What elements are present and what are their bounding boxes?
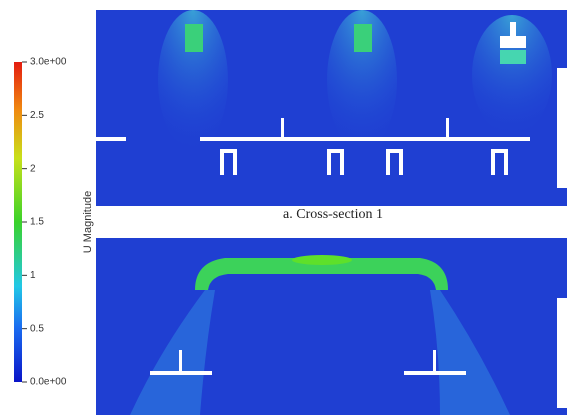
cfd-panel-1 [96,10,567,206]
figure: U Magnitude 0.0e+00 0.5 1 1.5 2 2.5 3.0e+00 a.… [0,0,567,415]
cfd-panel-2 [96,238,567,415]
colorbar [14,62,22,382]
colorbar-tick-label: 1.5 [30,217,44,228]
panel-caption: a. Cross-section 1 [283,207,383,222]
colorbar-tick-label: 0.5 [30,323,44,334]
colorbar-title: U Magnitude [82,191,94,253]
colorbar-tick-label: 3.0e+00 [30,57,67,68]
colorbar-tick-label: 2.5 [30,110,44,121]
colorbar-ticks: 0.0e+00 0.5 1 1.5 2 2.5 3.0e+00 [22,57,67,388]
colorbar-tick-label: 0.0e+00 [30,377,67,388]
colorbar-tick-label: 1 [30,270,36,281]
colorbar-tick-label: 2 [30,163,36,174]
